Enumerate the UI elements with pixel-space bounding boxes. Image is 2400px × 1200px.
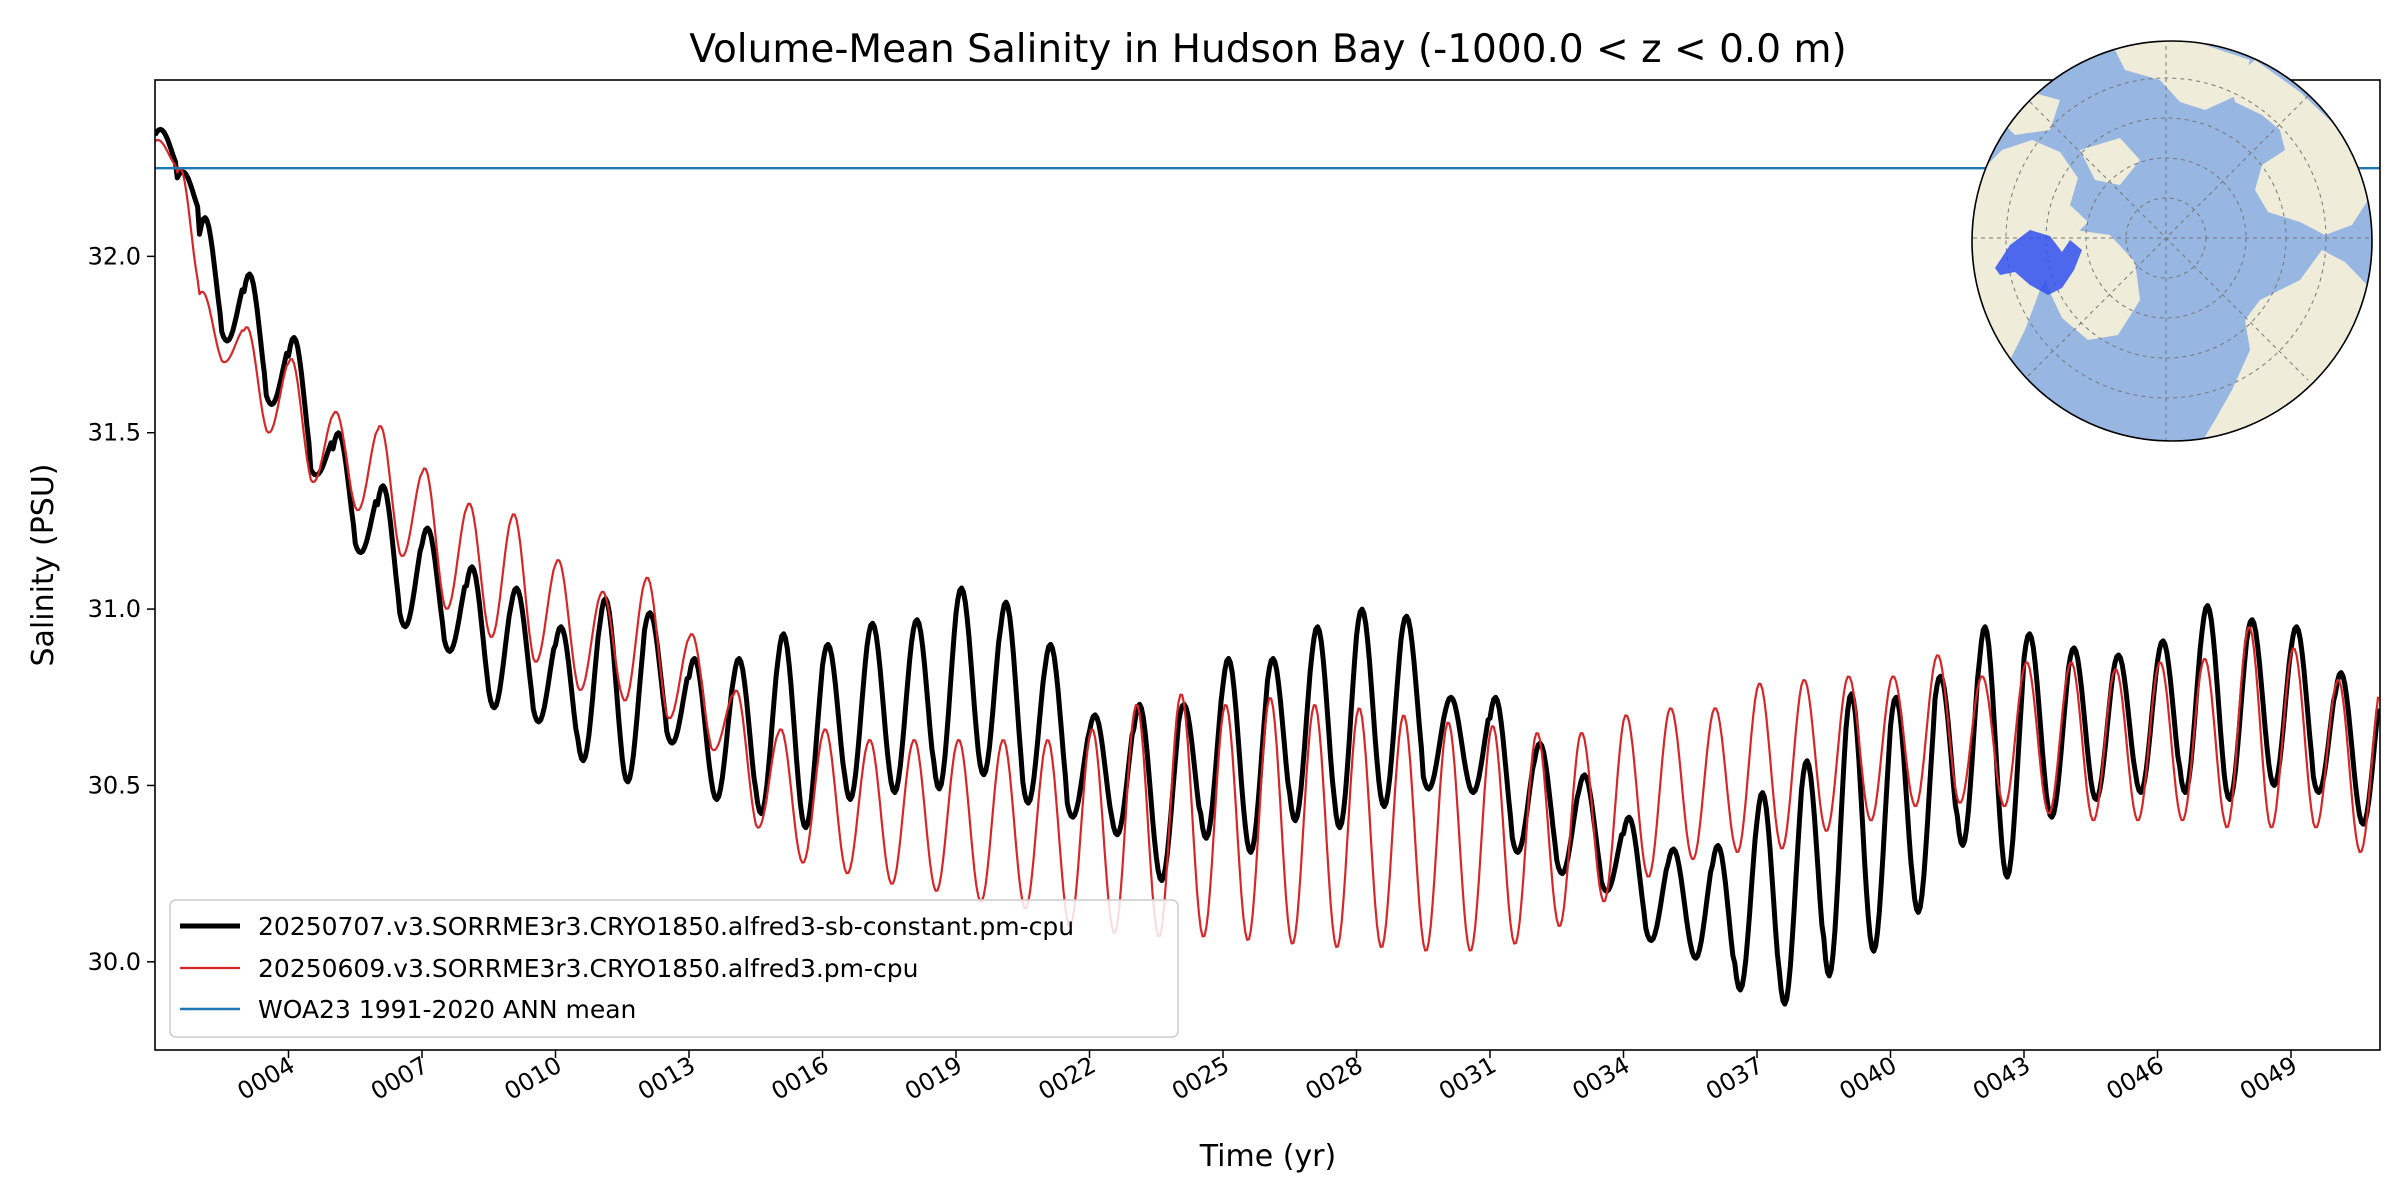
map-land-arctic-islands [2080,138,2140,185]
x-tick-label: 0028 [1301,1051,1368,1106]
y-tick-label: 31.0 [88,595,141,623]
y-tick-label: 32.0 [88,242,141,270]
map-land-asia-east [2110,41,2250,110]
hudson-bay-highlight [1995,230,2082,295]
x-tick-label: 0004 [233,1051,300,1106]
map-land-eurasia [2230,60,2368,235]
x-tick-label: 0019 [900,1051,967,1106]
y-axis-ticks: 30.0 30.5 31.0 31.5 32.0 [88,242,155,976]
map-boundary [1971,40,2373,442]
x-tick-label: 0010 [500,1051,567,1106]
x-axis-ticks: 0004 0007 0010 0013 0016 0019 0022 0025 0028 0031… [233,1050,2302,1106]
x-tick-label: 0025 [1167,1051,1234,1106]
inset-map [1971,40,2373,442]
chart-title: Volume-Mean Salinity in Hudson Bay (-100… [689,27,1846,72]
x-tick-label: 0049 [2235,1051,2302,1106]
series-line-alfred3 [155,139,2380,952]
series-line-sb-constant [155,126,2380,1007]
x-tick-label: 0046 [2102,1051,2169,1106]
legend: 20250707.v3.SORRME3r3.CRYO1850.alfred3-s… [169,899,1179,1038]
x-tick-label: 0031 [1434,1051,1501,1106]
legend-label-series-1: 20250707.v3.SORRME3r3.CRYO1850.alfred3-s… [258,912,1074,941]
map-land-alaska [1990,92,2060,135]
x-tick-label: 0007 [366,1051,433,1106]
y-tick-label: 31.5 [88,419,141,447]
y-tick-label: 30.5 [88,771,141,799]
x-tick-label: 0016 [767,1051,834,1106]
x-tick-label: 0037 [1701,1051,1768,1106]
x-tick-label: 0043 [1968,1051,2035,1106]
x-tick-label: 0022 [1034,1051,1101,1106]
axes-frame [154,79,2381,1051]
x-tick-label: 0013 [633,1051,700,1106]
legend-label-series-3: WOA23 1991-2020 ANN mean [258,995,636,1024]
x-axis-label: Time (yr) [1199,1139,1336,1174]
y-tick-label: 30.0 [88,948,141,976]
legend-label-series-2: 20250609.v3.SORRME3r3.CRYO1850.alfred3.p… [258,954,919,983]
x-tick-label: 0040 [1835,1051,1902,1106]
y-axis-label: Salinity (PSU) [26,464,61,667]
x-tick-label: 0034 [1568,1051,1635,1106]
legend-box [169,899,1179,1038]
